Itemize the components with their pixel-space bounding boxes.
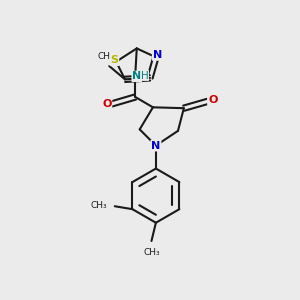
Text: S: S bbox=[110, 55, 118, 65]
Text: CH₃: CH₃ bbox=[91, 201, 107, 210]
Text: CH₃: CH₃ bbox=[143, 248, 160, 257]
Text: H: H bbox=[141, 70, 148, 80]
Text: N: N bbox=[132, 71, 141, 81]
Text: O: O bbox=[208, 95, 218, 105]
Text: O: O bbox=[102, 99, 111, 109]
Text: N: N bbox=[151, 141, 160, 151]
Text: N: N bbox=[153, 50, 162, 60]
Text: CH₃: CH₃ bbox=[98, 52, 114, 61]
